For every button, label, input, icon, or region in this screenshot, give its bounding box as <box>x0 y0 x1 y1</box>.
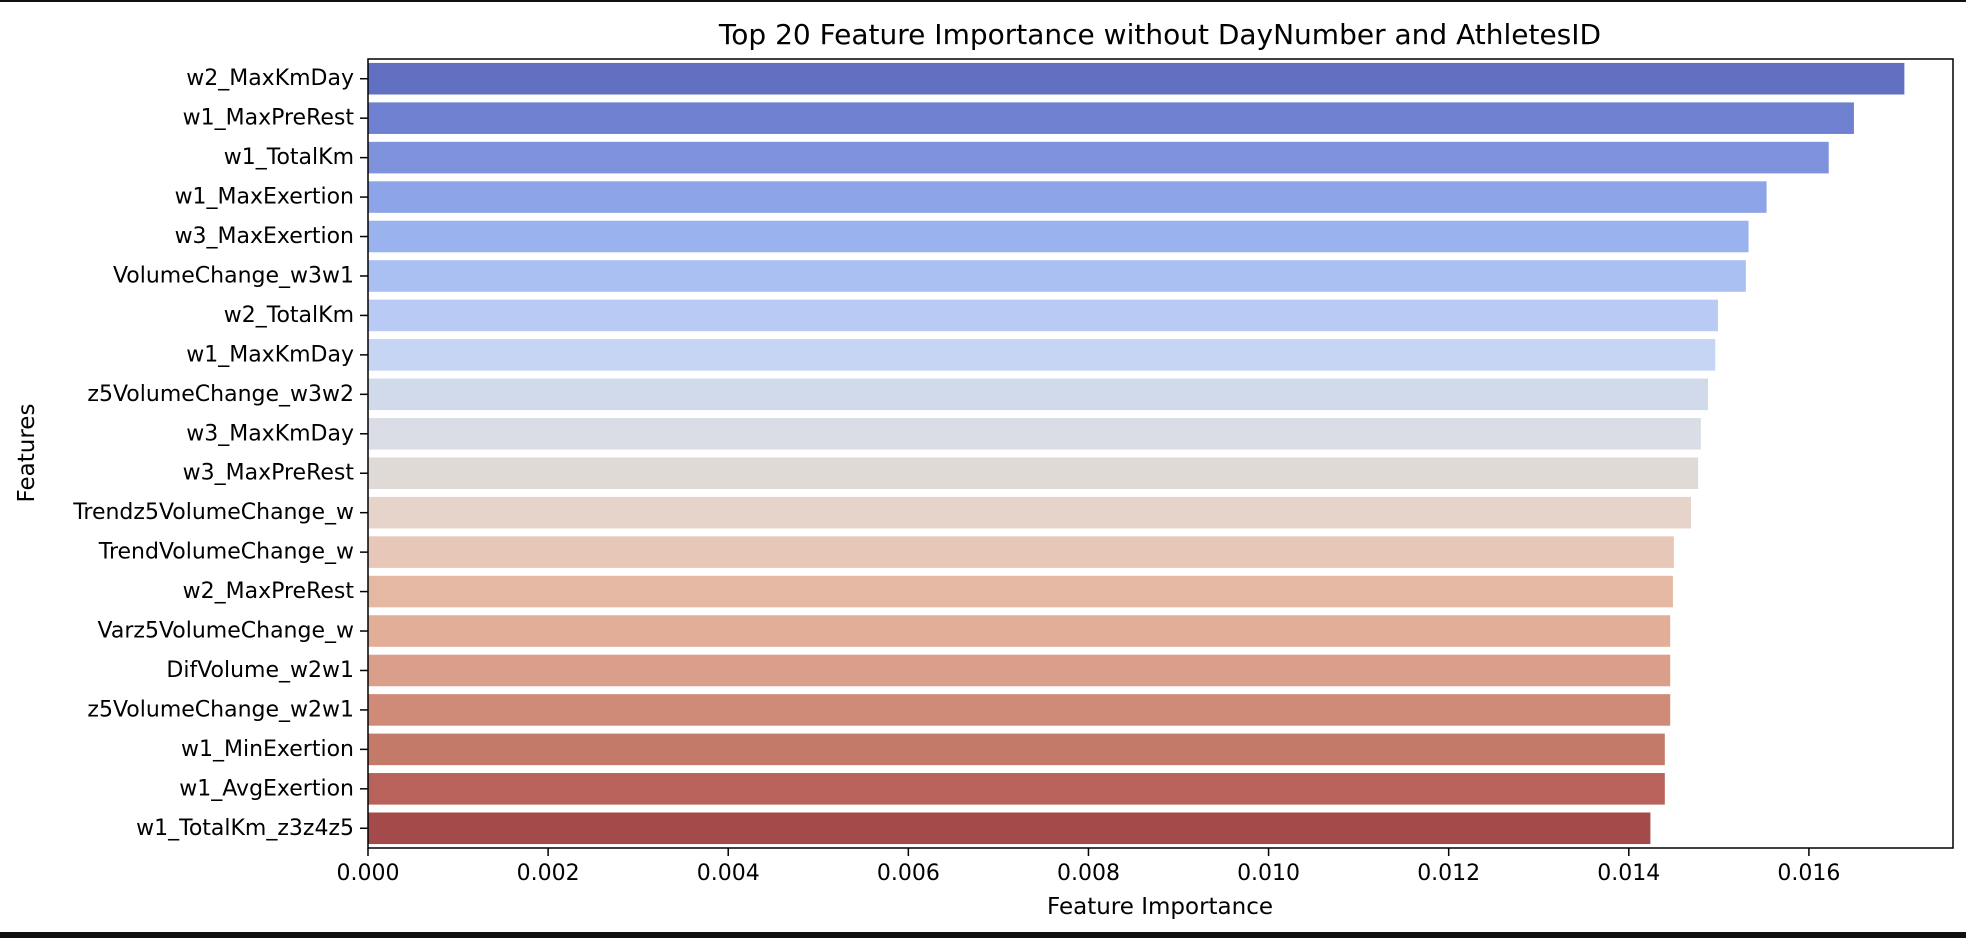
bar-DifVolume_w2w1 <box>368 654 1671 687</box>
bar-z5VolumeChange_w3w2 <box>368 378 1709 411</box>
x-tick-label: 0.006 <box>877 861 940 886</box>
bar-VolumeChange_w3w1 <box>368 260 1746 292</box>
bar-w1_TotalKm <box>368 141 1829 174</box>
y-tick-label: w1_MaxExertion <box>175 185 354 210</box>
y-tick-label: Trendz5VolumeChange_w <box>72 500 354 525</box>
bar-w1_MaxPreRest <box>368 102 1854 134</box>
x-tick-label: 0.010 <box>1237 861 1300 886</box>
y-tick-label: z5VolumeChange_w3w2 <box>87 382 354 407</box>
y-tick-label: w2_TotalKm <box>224 303 354 328</box>
y-tick-label: w1_TotalKm <box>224 145 354 170</box>
bar-w1_MaxExertion <box>368 181 1767 213</box>
bar-w1_AvgExertion <box>368 773 1665 805</box>
y-tick-label: DifVolume_w2w1 <box>166 658 354 683</box>
bar-w2_TotalKm <box>368 299 1718 332</box>
x-tick-label: 0.012 <box>1417 861 1480 886</box>
y-tick-label: w3_MaxKmDay <box>186 421 354 446</box>
bar-z5VolumeChange_w2w1 <box>368 694 1671 726</box>
bar-w2_MaxPreRest <box>368 575 1673 608</box>
y-tick-label: w1_TotalKm_z3z4z5 <box>136 816 354 841</box>
x-tick-label: 0.008 <box>1057 861 1120 886</box>
bar-w1_MinExertion <box>368 733 1665 766</box>
bar-TrendVolumeChange_w <box>368 536 1674 568</box>
x-tick-label: 0.014 <box>1597 861 1660 886</box>
bar-Varz5VolumeChange_w <box>368 615 1671 647</box>
y-tick-label: w3_MaxPreRest <box>183 461 355 486</box>
y-tick-label: TrendVolumeChange_w <box>98 540 354 565</box>
x-tick-label: 0.000 <box>337 861 400 886</box>
plot-area-frame <box>367 58 1954 849</box>
bar-w3_MaxExertion <box>368 220 1749 253</box>
bar-w2_MaxKmDay <box>368 62 1905 95</box>
x-tick-label: 0.016 <box>1777 861 1840 886</box>
bar-w1_TotalKm_z3z4z5 <box>368 812 1651 845</box>
bar-w1_MaxKmDay <box>368 339 1716 371</box>
y-tick-label: w1_MaxPreRest <box>183 106 355 131</box>
y-tick-label: w3_MaxExertion <box>175 224 354 249</box>
bar-w3_MaxPreRest <box>368 457 1699 490</box>
y-tick-label: w1_MinExertion <box>181 737 354 762</box>
y-tick-label: Varz5VolumeChange_w <box>98 619 354 644</box>
x-axis-label: Feature Importance <box>1047 894 1273 920</box>
y-axis-label: Features <box>14 404 40 503</box>
y-tick-label: w1_AvgExertion <box>179 776 354 801</box>
bar-w3_MaxKmDay <box>368 417 1701 450</box>
bars-group <box>368 62 1905 845</box>
y-tick-label: w2_MaxKmDay <box>186 66 354 91</box>
y-tick-label: VolumeChange_w3w1 <box>113 263 354 288</box>
y-tick-labels: w2_MaxKmDay w1_MaxPreRest w1_TotalKm w1_Max… <box>72 66 368 841</box>
chart-title: Top 20 Feature Importance without DayNum… <box>718 18 1601 51</box>
x-tick-label: 0.002 <box>517 861 580 886</box>
x-tick-label: 0.004 <box>697 861 760 886</box>
y-tick-label: z5VolumeChange_w2w1 <box>87 697 354 722</box>
bar-Trendz5VolumeChange_w <box>368 496 1691 529</box>
y-tick-label: w1_MaxKmDay <box>186 342 354 367</box>
x-tick-labels: 0.000 0.002 0.004 0.006 0.008 0.010 0.012 0.014… <box>337 848 1840 886</box>
y-tick-label: w2_MaxPreRest <box>183 579 355 604</box>
